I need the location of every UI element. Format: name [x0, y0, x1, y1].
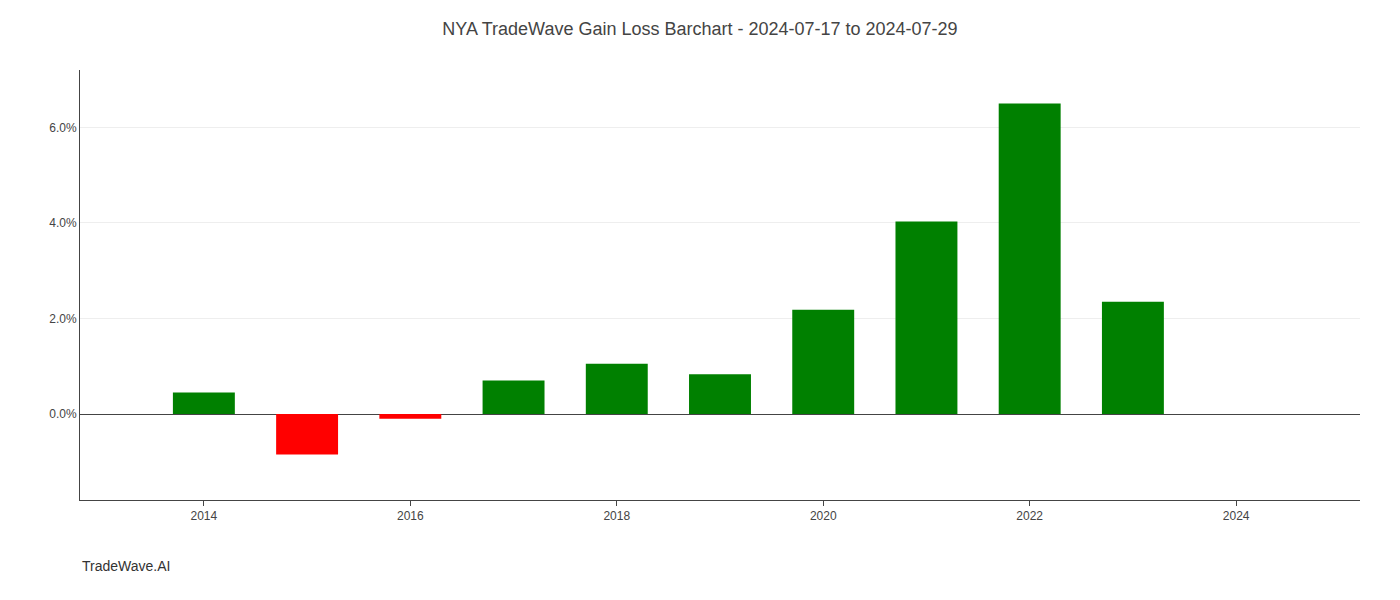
svg-text:2.0%: 2.0% [49, 312, 77, 326]
svg-text:2016: 2016 [397, 509, 424, 523]
svg-text:TradeWave.AI: TradeWave.AI [82, 558, 170, 574]
svg-text:6.0%: 6.0% [49, 121, 77, 135]
svg-text:4.0%: 4.0% [49, 216, 77, 230]
svg-text:NYA TradeWave Gain Loss Barcha: NYA TradeWave Gain Loss Barchart - 2024-… [442, 19, 957, 39]
svg-text:2024: 2024 [1223, 509, 1250, 523]
svg-text:2018: 2018 [603, 509, 630, 523]
svg-text:0.0%: 0.0% [49, 407, 77, 421]
svg-text:2020: 2020 [810, 509, 837, 523]
svg-text:2014: 2014 [191, 509, 218, 523]
svg-text:2022: 2022 [1016, 509, 1043, 523]
